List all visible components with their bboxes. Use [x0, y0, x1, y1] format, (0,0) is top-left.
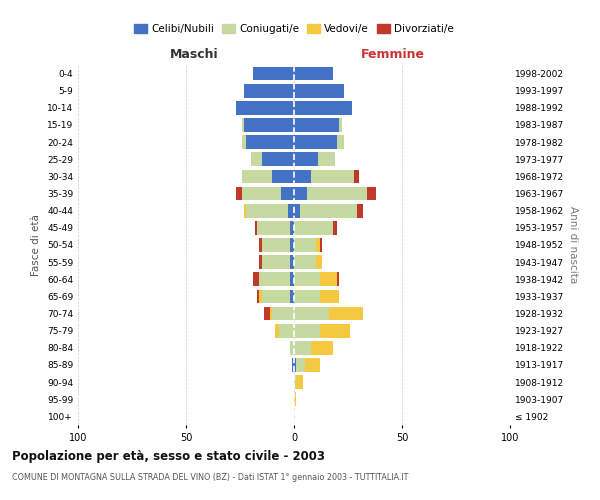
Text: Femmine: Femmine [361, 48, 425, 62]
Bar [262, 290, 290, 304]
Bar [275, 324, 279, 338]
Text: Popolazione per età, sesso e stato civile - 2003: Popolazione per età, sesso e stato civil… [12, 450, 325, 463]
Bar [294, 238, 316, 252]
Bar [262, 152, 294, 166]
Bar [367, 186, 376, 200]
Bar [253, 66, 294, 80]
Bar [340, 118, 341, 132]
Bar [244, 84, 294, 98]
Bar [294, 84, 344, 98]
Bar [244, 204, 247, 218]
Bar [244, 118, 294, 132]
Y-axis label: Fasce di età: Fasce di età [31, 214, 41, 276]
Bar [294, 272, 320, 286]
Bar [305, 358, 320, 372]
Bar [236, 101, 294, 114]
Bar [270, 306, 272, 320]
Text: Maschi: Maschi [170, 48, 219, 62]
Bar [294, 376, 296, 389]
Text: COMUNE DI MONTAGNA SULLA STRADA DEL VINO (BZ) - Dati ISTAT 1° gennaio 2003 - TUT: COMUNE DI MONTAGNA SULLA STRADA DEL VINO… [12, 472, 409, 482]
Bar [259, 238, 262, 252]
Bar [290, 256, 294, 269]
Bar [262, 256, 290, 269]
Bar [320, 290, 340, 304]
Bar [242, 136, 247, 149]
Bar [259, 256, 262, 269]
Bar [290, 290, 294, 304]
Bar [316, 238, 320, 252]
Bar [294, 101, 352, 114]
Bar [242, 186, 281, 200]
Bar [272, 170, 294, 183]
Bar [294, 324, 320, 338]
Bar [333, 221, 337, 234]
Bar [281, 186, 294, 200]
Bar [337, 136, 344, 149]
Bar [257, 221, 290, 234]
Bar [337, 272, 340, 286]
Bar [294, 290, 320, 304]
Bar [259, 272, 290, 286]
Bar [307, 186, 367, 200]
Bar [294, 136, 337, 149]
Bar [294, 66, 333, 80]
Bar [296, 358, 305, 372]
Bar [253, 272, 259, 286]
Legend: Celibi/Nubili, Coniugati/e, Vedovi/e, Divorziati/e: Celibi/Nubili, Coniugati/e, Vedovi/e, Di… [130, 20, 458, 38]
Bar [320, 238, 322, 252]
Bar [294, 221, 333, 234]
Bar [311, 341, 333, 354]
Bar [318, 152, 335, 166]
Bar [355, 170, 359, 183]
Bar [255, 221, 257, 234]
Bar [264, 306, 270, 320]
Bar [311, 170, 355, 183]
Bar [262, 238, 290, 252]
Bar [294, 118, 340, 132]
Bar [294, 152, 318, 166]
Bar [251, 152, 262, 166]
Bar [290, 238, 294, 252]
Bar [294, 170, 311, 183]
Bar [296, 376, 302, 389]
Bar [247, 136, 294, 149]
Bar [259, 290, 262, 304]
Bar [236, 186, 242, 200]
Bar [290, 221, 294, 234]
Y-axis label: Anni di nascita: Anni di nascita [568, 206, 578, 284]
Bar [257, 290, 259, 304]
Bar [247, 204, 287, 218]
Bar [329, 306, 363, 320]
Bar [294, 341, 311, 354]
Bar [320, 272, 337, 286]
Bar [242, 118, 244, 132]
Bar [290, 272, 294, 286]
Bar [316, 256, 322, 269]
Bar [290, 341, 294, 354]
Bar [356, 204, 363, 218]
Bar [272, 306, 294, 320]
Bar [301, 204, 356, 218]
Bar [294, 358, 296, 372]
Bar [294, 306, 329, 320]
Bar [292, 358, 294, 372]
Bar [294, 256, 316, 269]
Bar [294, 186, 307, 200]
Bar [294, 204, 301, 218]
Bar [320, 324, 350, 338]
Bar [294, 392, 296, 406]
Bar [287, 204, 294, 218]
Bar [279, 324, 294, 338]
Bar [242, 170, 272, 183]
